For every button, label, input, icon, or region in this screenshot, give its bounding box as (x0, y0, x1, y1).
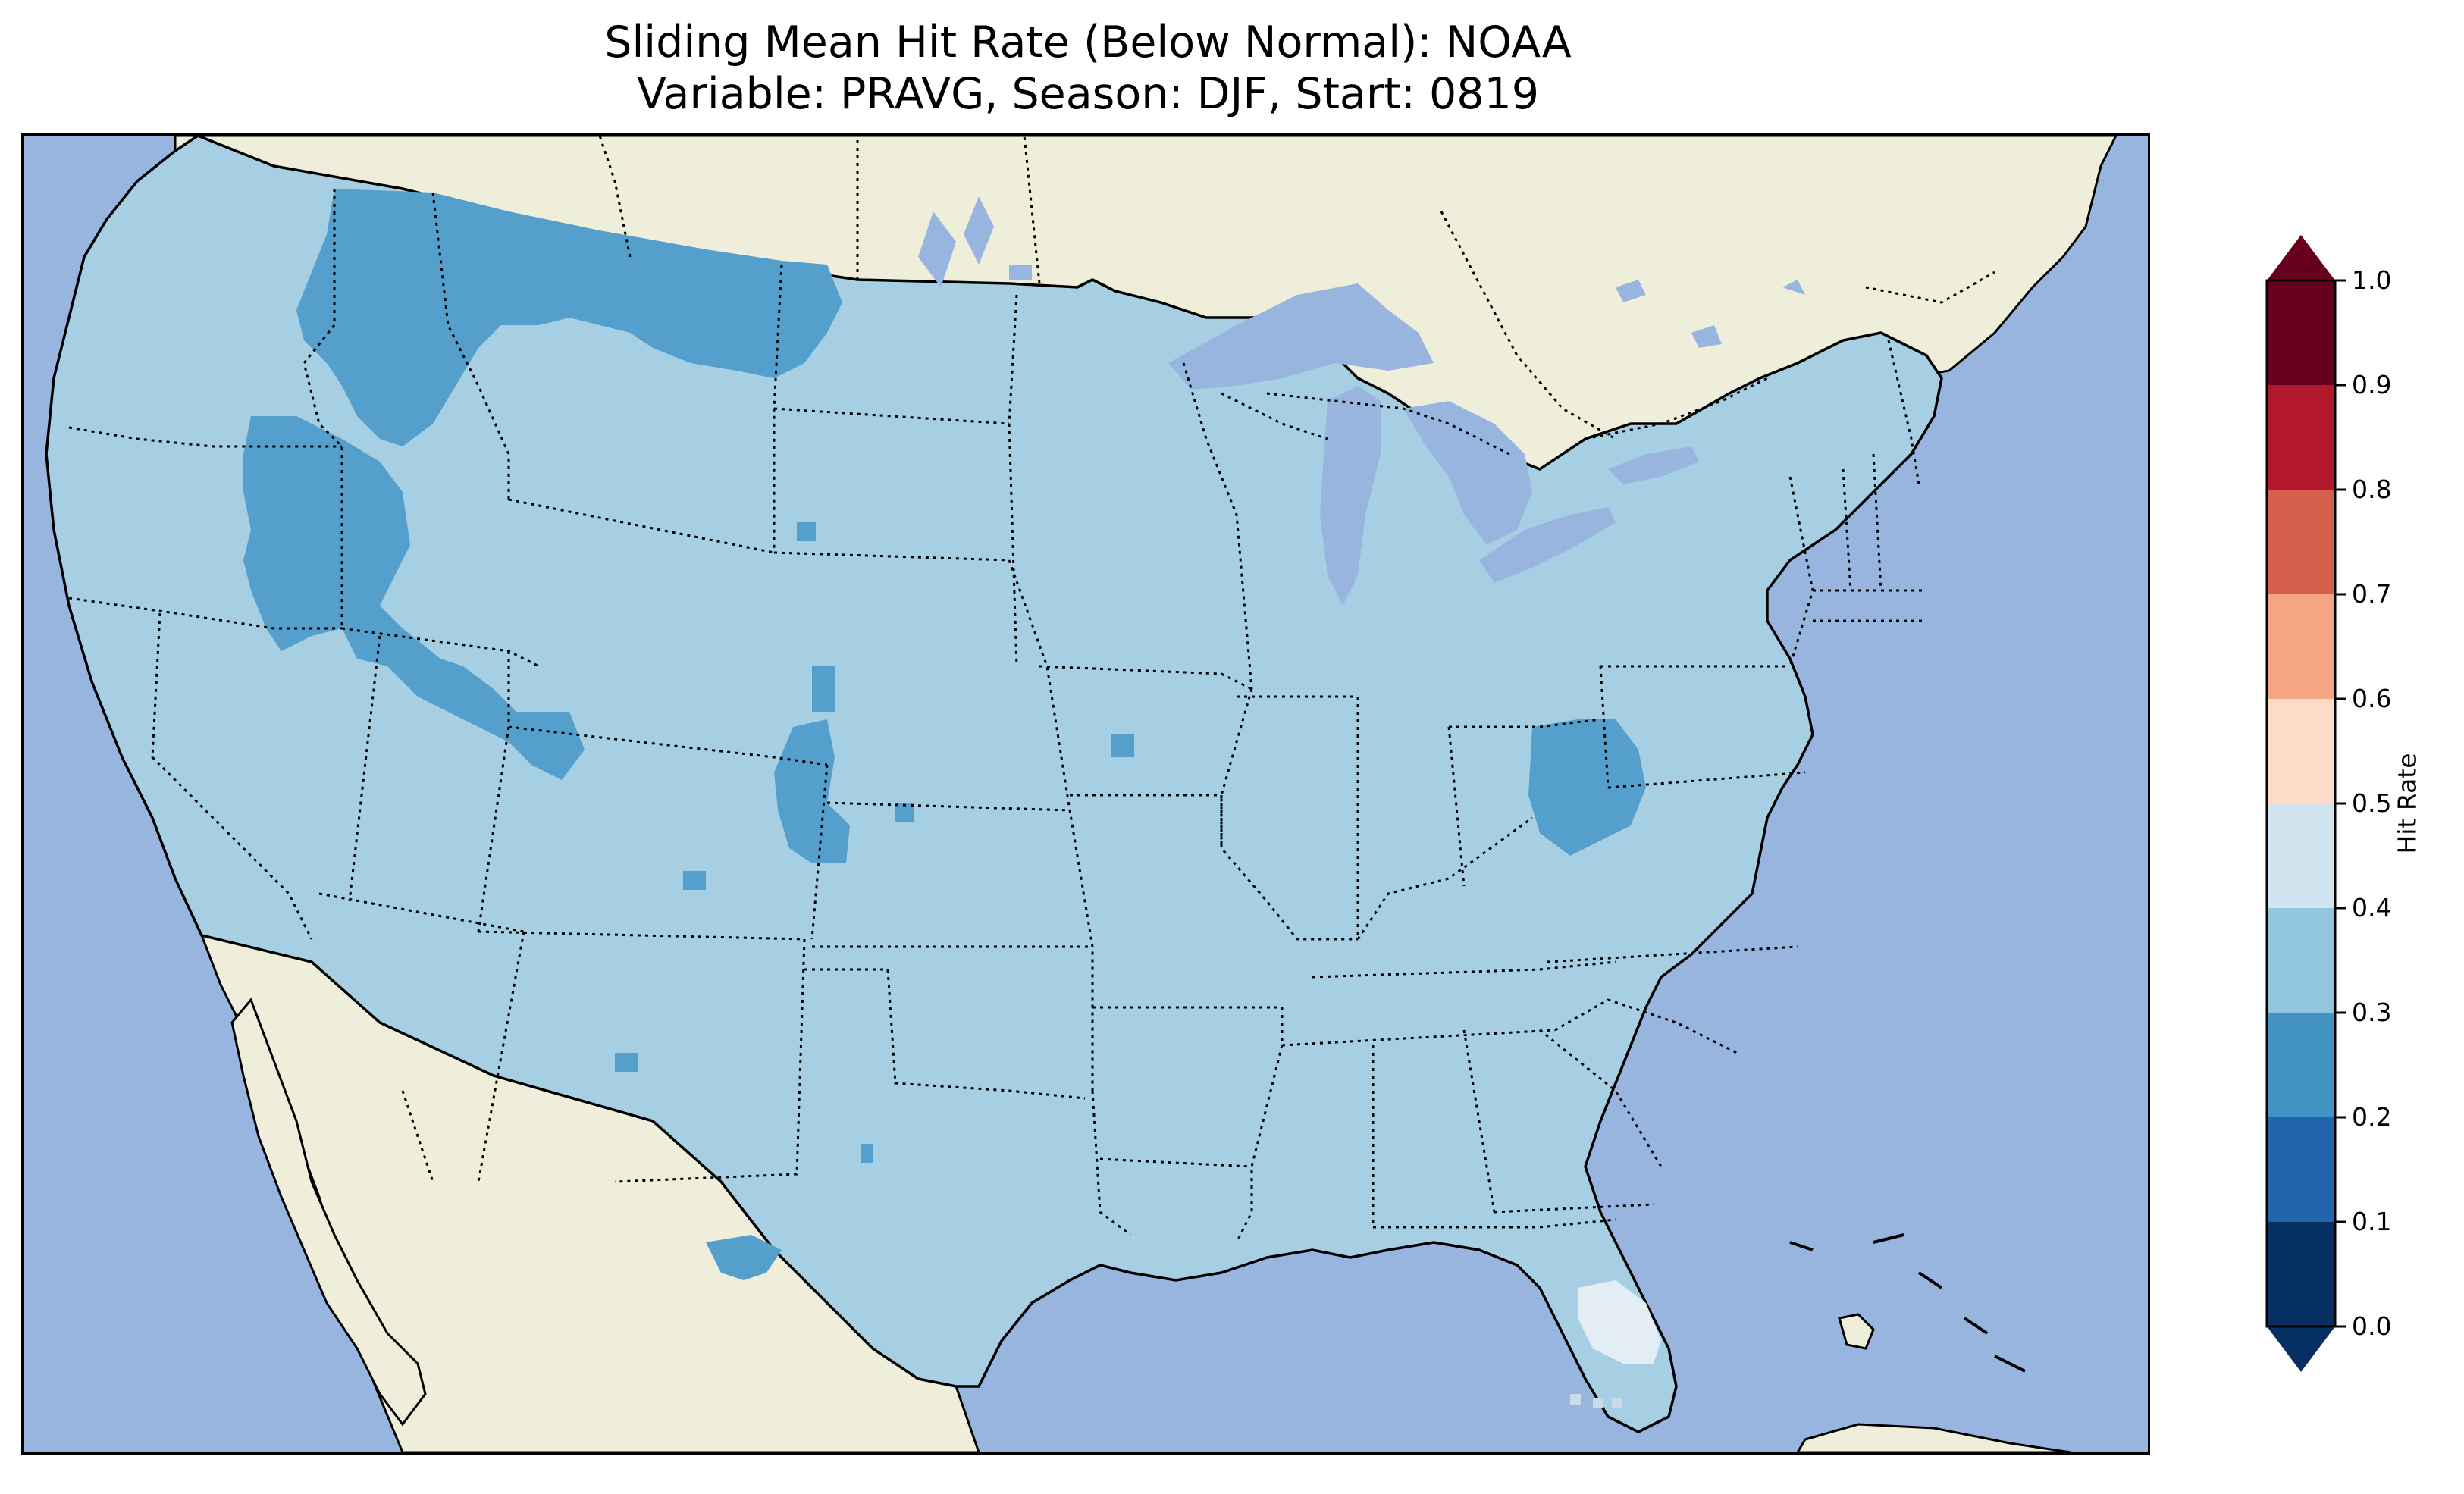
colorbar-label: Hit Rate (2392, 753, 2422, 854)
plot-title: Sliding Mean Hit Rate (Below Normal): NO… (0, 17, 2176, 120)
map-canvas (24, 136, 2148, 1452)
map-panel (21, 133, 2150, 1455)
cuba-island (1796, 1423, 2071, 1452)
colorbar-bin (2267, 908, 2335, 1013)
florida-keys-cells (1570, 1394, 1622, 1408)
colorbar-bin (2267, 1013, 2335, 1117)
region-iowa-spot (1111, 734, 1134, 757)
region-west-virginia (1528, 719, 1646, 856)
colorbar-bin (2267, 699, 2335, 803)
lake-huron (1403, 401, 1532, 545)
colorbar-tick-label: 0.8 (2352, 475, 2392, 504)
colorbar-tick-label: 0.6 (2352, 684, 2392, 713)
colorbar-tick-label: 0.1 (2352, 1207, 2392, 1236)
colorbar-bin (2267, 803, 2335, 908)
region-west-texas (706, 1235, 782, 1280)
title-line-1: Sliding Mean Hit Rate (Below Normal): NO… (604, 17, 1572, 67)
bahamas-island (1789, 1233, 2026, 1373)
colorbar-tick-label: 0.3 (2352, 998, 2392, 1027)
region-idaho-nevada-utah (243, 416, 585, 780)
lake-superior (1168, 283, 1434, 390)
lake-erie (1479, 507, 1616, 583)
low-hit-rate-regions (243, 189, 1646, 1280)
title-line-2: Variable: PRAVG, Season: DJF, Start: 081… (636, 69, 1540, 119)
region-colorado-spot (812, 666, 835, 712)
colorbar-under-extension (2267, 1326, 2335, 1372)
colorbar-bin (2267, 1222, 2335, 1326)
colorbar-tick-label: 0.0 (2352, 1311, 2392, 1341)
lake-michigan (1320, 386, 1381, 606)
bahamas-island (1838, 1313, 1875, 1350)
colorbar-over-extension (2267, 235, 2335, 280)
baja-california (230, 998, 427, 1427)
region-northern-rockies (296, 189, 842, 446)
colorbar (2265, 235, 2346, 1372)
colorbar-bin (2267, 385, 2335, 490)
state-borders (68, 136, 1995, 1243)
lake-ontario (1608, 446, 1699, 484)
region-southern-florida (1578, 1280, 1661, 1364)
colorbar-bin (2267, 1117, 2335, 1222)
colorbar-tick-label: 1.0 (2352, 265, 2392, 295)
canadian-lakes (918, 196, 1805, 348)
region-utah-spot (683, 871, 706, 890)
colorbar-bin (2267, 490, 2335, 594)
colorbar-bin (2267, 594, 2335, 699)
colorbar-tick-label: 0.5 (2352, 788, 2392, 818)
region-texas-spot (861, 1144, 873, 1163)
colorbar-tick-label: 0.9 (2352, 370, 2392, 399)
region-eastern-colorado (774, 719, 850, 863)
colorbar-tick-label: 0.4 (2352, 893, 2392, 922)
region-nebraska-spot (797, 522, 816, 541)
colorbar-tick-label: 0.2 (2352, 1102, 2392, 1132)
colorbar-bin (2267, 280, 2335, 385)
colorbar-tick-label: 0.7 (2352, 579, 2392, 609)
region-new-mexico-spot (615, 1053, 638, 1072)
